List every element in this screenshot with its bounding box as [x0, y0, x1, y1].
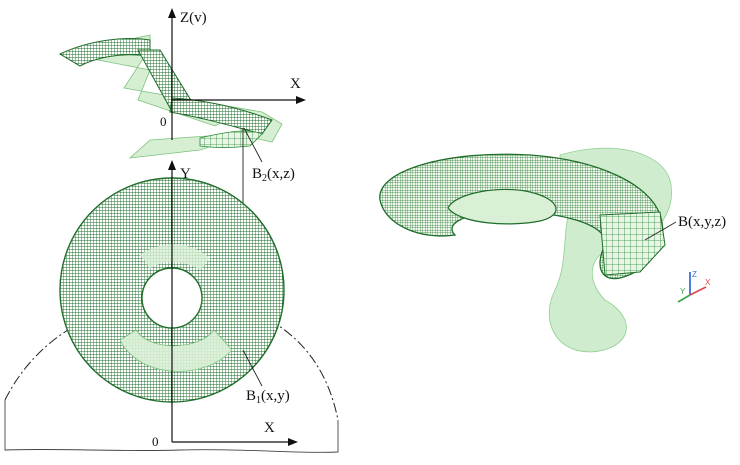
iso-coarse-patch: [599, 211, 666, 276]
helix-band-upper: [58, 38, 151, 67]
helix-band-tail: [199, 130, 263, 148]
b-label: B(x,y,z): [678, 214, 726, 230]
x-axis-top-label: X: [290, 76, 301, 92]
top-view: Z(v) X 0 B2(x,z): [58, 8, 306, 184]
torus-light-sector: [119, 329, 233, 372]
b2-label: B2(x,z): [252, 166, 295, 184]
x-axis-bottom-label: X: [264, 420, 275, 436]
b1-leader: [242, 349, 263, 387]
b-leader: [644, 221, 677, 241]
triad-z-label: Z: [692, 270, 697, 279]
b2-leader: [243, 127, 263, 163]
bottom-view: Y X 0 B1(x,y): [4, 160, 339, 453]
helix-band-lower: [169, 97, 273, 135]
x-axis-top-arrow: [296, 96, 306, 104]
triad-y-label: Y: [680, 287, 686, 296]
iso-torus-mesh: [379, 153, 664, 280]
z-axis-label: Z(v): [180, 10, 207, 26]
z-axis-arrow: [168, 8, 176, 18]
triad-y-axis: [677, 294, 691, 303]
triad-x-label: X: [705, 278, 711, 287]
origin-bottom-label: 0: [152, 434, 159, 449]
torus-light-inner: [140, 244, 210, 270]
origin-top-label: 0: [160, 114, 167, 129]
y-axis-arrow: [168, 160, 176, 170]
y-axis-label: Y: [180, 166, 191, 182]
iso-view: B(x,y,z) Z Y X: [379, 147, 726, 353]
b1-label: B1(x,y): [246, 388, 290, 406]
triad-x-axis: [689, 286, 707, 296]
coordinate-triad: Z Y X: [677, 270, 711, 303]
x-axis-bottom-arrow: [288, 438, 298, 446]
iso-torus-hole: [447, 188, 557, 225]
base-boundary: [4, 400, 339, 453]
